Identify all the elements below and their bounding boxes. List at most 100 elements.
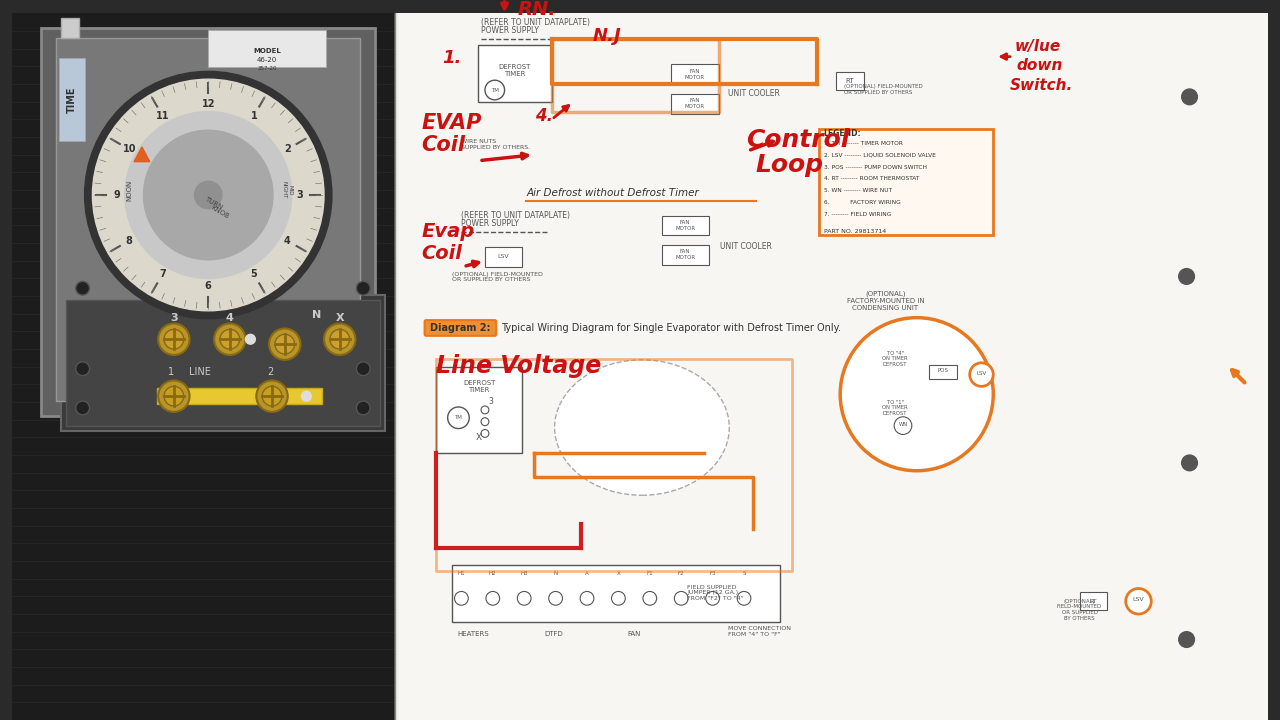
Circle shape xyxy=(737,591,751,606)
Text: Coil: Coil xyxy=(421,135,465,155)
Bar xyxy=(485,247,522,266)
Circle shape xyxy=(356,362,370,376)
Circle shape xyxy=(92,79,324,311)
Text: LSV: LSV xyxy=(498,254,509,259)
Text: 1.: 1. xyxy=(442,48,461,66)
Circle shape xyxy=(1181,89,1197,104)
Text: NOON: NOON xyxy=(127,179,133,201)
Text: 4. RT -------- ROOM THERMOSTAT: 4. RT -------- ROOM THERMOSTAT xyxy=(823,176,919,181)
Text: RT: RT xyxy=(846,78,854,84)
Text: H1: H1 xyxy=(457,571,465,576)
Circle shape xyxy=(220,330,239,349)
Text: Loop: Loop xyxy=(755,153,824,177)
Text: POS: POS xyxy=(938,368,948,373)
Text: POWER SUPPLY: POWER SUPPLY xyxy=(481,26,539,35)
Text: EVAP: EVAP xyxy=(421,113,481,133)
Text: 46-20: 46-20 xyxy=(257,57,278,63)
Bar xyxy=(1079,593,1107,610)
Circle shape xyxy=(1181,455,1197,471)
Circle shape xyxy=(448,407,470,428)
Bar xyxy=(61,19,78,38)
Text: POWER SUPPLY: POWER SUPPLY xyxy=(461,220,520,228)
Circle shape xyxy=(612,591,626,606)
Text: RT: RT xyxy=(1089,599,1097,604)
Text: FAN
MOTOR: FAN MOTOR xyxy=(685,99,705,109)
Circle shape xyxy=(275,334,294,354)
Text: KNOB: KNOB xyxy=(210,205,230,220)
Text: H3: H3 xyxy=(521,571,529,576)
Text: 6: 6 xyxy=(205,282,211,292)
Circle shape xyxy=(125,112,292,279)
Text: (OPTIONAL)
FACTORY-MOUNTED IN
CONDENSING UNIT: (OPTIONAL) FACTORY-MOUNTED IN CONDENSING… xyxy=(846,290,924,311)
Text: LEGEND:: LEGEND: xyxy=(823,129,861,138)
Circle shape xyxy=(356,401,370,415)
Text: Switch.: Switch. xyxy=(1010,78,1073,93)
Circle shape xyxy=(164,387,184,406)
Circle shape xyxy=(214,323,246,355)
Bar xyxy=(56,38,361,401)
Text: 1: 1 xyxy=(251,111,257,121)
Text: 357-20: 357-20 xyxy=(257,66,276,71)
Text: Coil: Coil xyxy=(421,244,462,263)
Circle shape xyxy=(269,328,301,360)
Circle shape xyxy=(356,282,370,295)
Text: HEATERS: HEATERS xyxy=(457,631,489,636)
Text: UNIT COOLER: UNIT COOLER xyxy=(728,89,781,98)
Circle shape xyxy=(643,591,657,606)
Circle shape xyxy=(481,430,489,437)
Text: F2: F2 xyxy=(678,571,685,576)
Bar xyxy=(672,65,718,84)
Circle shape xyxy=(195,181,221,209)
Text: X: X xyxy=(476,433,483,442)
Text: X: X xyxy=(617,571,621,576)
Text: A: A xyxy=(585,571,589,576)
Text: PART NO. 29813714: PART NO. 29813714 xyxy=(823,229,886,234)
Bar xyxy=(436,366,522,453)
Text: DEFROST
TIMER: DEFROST TIMER xyxy=(463,380,495,393)
Text: 3: 3 xyxy=(296,190,303,200)
Circle shape xyxy=(1179,631,1194,647)
Bar xyxy=(479,45,552,102)
Circle shape xyxy=(840,318,993,471)
Text: TM: TM xyxy=(454,415,462,420)
Bar xyxy=(157,388,323,404)
Circle shape xyxy=(454,591,468,606)
Text: 2. LSV -------- LIQUID SOLENOID VALVE: 2. LSV -------- LIQUID SOLENOID VALVE xyxy=(823,153,936,158)
Text: 3. POS -------- PUMP DOWN SWITCH: 3. POS -------- PUMP DOWN SWITCH xyxy=(823,164,927,169)
Text: 12: 12 xyxy=(201,99,215,109)
Circle shape xyxy=(486,591,499,606)
Circle shape xyxy=(481,406,489,414)
Bar xyxy=(662,215,709,235)
Bar xyxy=(672,94,718,114)
Circle shape xyxy=(76,362,90,376)
Text: 3: 3 xyxy=(489,397,494,406)
Text: LSV: LSV xyxy=(1133,598,1144,602)
Text: F3: F3 xyxy=(709,571,716,576)
Ellipse shape xyxy=(554,360,730,495)
Text: TURN: TURN xyxy=(204,195,223,210)
Text: X: X xyxy=(335,312,344,323)
Text: 6.           FACTORY WIRING: 6. FACTORY WIRING xyxy=(823,200,900,204)
Text: FAN
MOTOR: FAN MOTOR xyxy=(675,220,695,231)
Text: FAN: FAN xyxy=(627,631,641,636)
Text: LINE: LINE xyxy=(189,366,211,377)
Circle shape xyxy=(895,417,911,434)
Text: 10: 10 xyxy=(123,145,136,154)
Bar xyxy=(67,300,380,426)
Circle shape xyxy=(330,330,349,349)
Circle shape xyxy=(675,591,689,606)
Text: (OPTIONAL) FIELD-MOUNTED
OR SUPPLIED BY OTHERS: (OPTIONAL) FIELD-MOUNTED OR SUPPLIED BY … xyxy=(452,271,543,282)
Bar xyxy=(452,565,781,622)
Text: MOVE CONNECTION
FROM "4" TO "F": MOVE CONNECTION FROM "4" TO "F" xyxy=(728,626,791,636)
Circle shape xyxy=(481,418,489,426)
Bar xyxy=(59,58,84,141)
Text: 2: 2 xyxy=(284,145,291,154)
Text: TO "1"
ON TIMER
DEFROST: TO "1" ON TIMER DEFROST xyxy=(882,400,908,416)
Bar xyxy=(662,245,709,265)
Circle shape xyxy=(159,323,189,355)
Circle shape xyxy=(517,591,531,606)
Text: RN.: RN. xyxy=(517,1,556,19)
Text: DTFD: DTFD xyxy=(544,631,563,636)
Text: Diagram 2:: Diagram 2: xyxy=(430,323,490,333)
Bar xyxy=(819,130,993,235)
